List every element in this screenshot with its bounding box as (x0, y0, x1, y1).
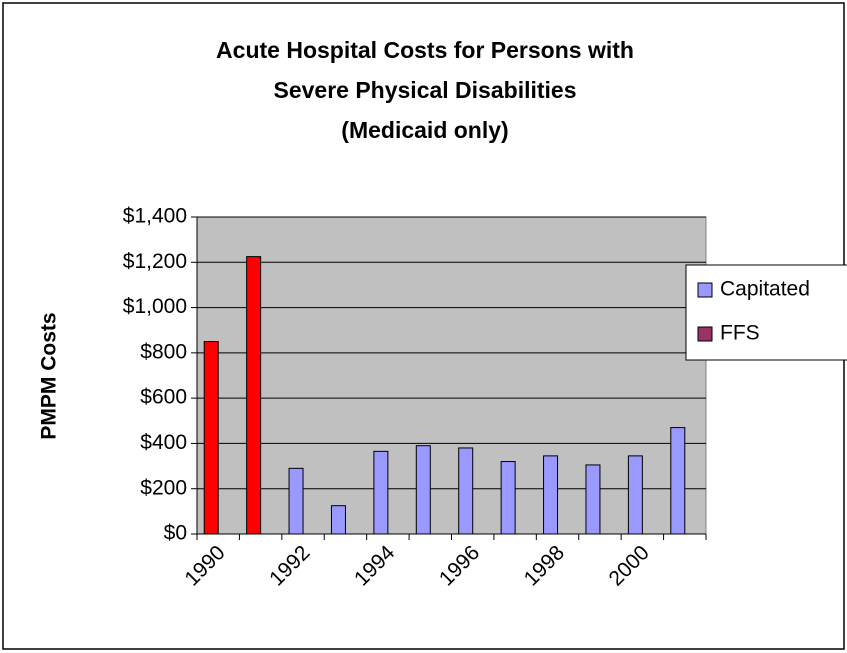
legend-swatch (697, 326, 713, 342)
y-tick-label: $0 (164, 522, 187, 545)
bar (627, 455, 643, 535)
bar (288, 467, 304, 535)
y-tick-label: $1,200 (123, 250, 187, 273)
bar (246, 256, 262, 535)
plot-area (196, 216, 707, 535)
chart-title: Acute Hospital Costs for Persons with (216, 37, 634, 63)
bar (585, 464, 601, 535)
bar (330, 505, 346, 535)
y-tick-label: $600 (140, 386, 187, 409)
bar (203, 341, 219, 535)
legend-box (685, 264, 847, 361)
y-tick-label: $800 (140, 340, 187, 363)
y-tick-label: $200 (140, 476, 187, 499)
legend-label: Capitated (720, 278, 810, 301)
y-tick-label: $400 (140, 431, 187, 454)
y-tick-label: $1,000 (123, 295, 187, 318)
y-tick-label: $1,400 (123, 205, 187, 228)
bar (670, 427, 686, 535)
chart-title: (Medicaid only) (341, 117, 508, 143)
chart-title: Severe Physical Disabilities (273, 77, 576, 103)
bar (500, 461, 516, 535)
legend-label: FFS (720, 322, 760, 345)
legend-swatch (697, 282, 713, 298)
bar (373, 450, 389, 535)
bar (543, 455, 559, 535)
bar (415, 445, 431, 535)
y-axis-label: PMPM Costs (38, 312, 61, 439)
bar (458, 447, 474, 535)
